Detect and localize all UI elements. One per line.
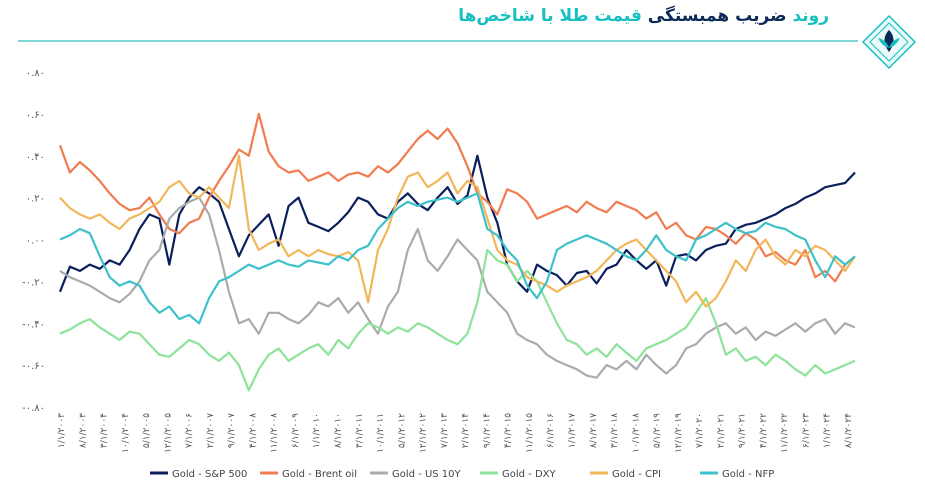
- x-tick-label: ۱/۱/۲۰۱۰: [312, 413, 322, 448]
- chart-header: روند ضریب همبستگی قیمت طلا با شاخص‌ها: [0, 0, 925, 70]
- y-tick-label: -۰.۸۰: [22, 403, 45, 414]
- y-tick-label: ۰.۰۰: [26, 236, 45, 247]
- title-part-2: ضریب همبستگی: [647, 6, 787, 26]
- x-tick-label: ۱۰/۱/۲۰۰۴: [121, 413, 131, 453]
- y-tick-label: -۰.۶۰: [22, 361, 45, 372]
- x-tick-label: ۸/۱/۲۰۲۴: [844, 413, 854, 448]
- y-tick-label: ۰.۸۰: [26, 68, 45, 79]
- x-tick-label: ۱۲/۱/۲۰۰۵: [163, 413, 173, 453]
- x-tick-label: ۷/۱/۲۰۲۰: [695, 413, 705, 448]
- series-line-3: [59, 248, 856, 392]
- series-line-0: [58, 154, 856, 293]
- x-tick-label: ۵/۱/۲۰۱۹: [653, 413, 663, 448]
- legend-label: Gold - CPI: [612, 469, 661, 480]
- x-tick-label: ۴/۱/۲۰۱۵: [504, 413, 514, 448]
- x-tick-label: ۲/۱/۲۰۱۴: [461, 413, 471, 448]
- x-tick-label: ۸/۱/۲۰۱۷: [589, 413, 599, 448]
- series-line-1: [58, 112, 856, 283]
- x-tick-label: ۷/۱/۲۰۱۳: [440, 413, 450, 448]
- x-tick-label: ۱۱/۱/۲۰۰۸: [270, 413, 280, 453]
- x-tick-label: ۷/۱/۲۰۰۶: [185, 413, 195, 448]
- x-tick-label: ۱۱/۱/۲۰۲۲: [780, 413, 790, 453]
- x-tick-label: ۸/۱/۲۰۰۳: [78, 413, 88, 448]
- x-tick-label: ۱۲/۱/۲۰۱۹: [674, 413, 684, 453]
- x-tick-label: ۵/۱/۲۰۰۵: [142, 413, 152, 448]
- x-tick-label: ۹/۱/۲۰۰۷: [227, 413, 237, 448]
- x-tick-label: ۹/۱/۲۰۱۴: [482, 413, 492, 448]
- y-tick-label: ۰.۴۰: [26, 152, 45, 163]
- legend-label: Gold - S&P 500: [172, 469, 247, 480]
- x-tick-label: ۳/۱/۲۰۱۸: [610, 413, 620, 448]
- series-line-2: [59, 196, 856, 379]
- x-tick-label: ۱/۱/۲۰۲۴: [823, 413, 833, 448]
- title-part-3: قیمت طلا با شاخص‌ها: [458, 6, 642, 26]
- y-tick-label: ۰.۲۰: [26, 194, 45, 205]
- y-tick-label: -۰.۲۰: [22, 277, 45, 288]
- series-line-5: [59, 192, 856, 325]
- brand-logo-icon: [861, 14, 917, 70]
- x-tick-label: ۹/۱/۲۰۲۱: [738, 413, 748, 448]
- x-tick-label: ۴/۱/۲۰۲۲: [759, 413, 769, 448]
- legend-label: Gold - US 10Y: [392, 469, 462, 480]
- x-tick-label: ۱۱/۱/۲۰۱۵: [525, 413, 535, 453]
- x-tick-label: ۱۰/۱/۲۰۱۱: [376, 413, 386, 453]
- x-tick-label: ۱/۱/۲۰۰۳: [57, 413, 67, 448]
- x-tick-label: ۶/۱/۲۰۱۶: [546, 413, 556, 448]
- y-tick-label: ۰.۶۰: [26, 110, 45, 121]
- legend-label: Gold - NFP: [722, 469, 774, 480]
- x-tick-label: ۶/۱/۲۰۰۹: [291, 413, 301, 448]
- x-tick-label: ۶/۱/۲۰۲۳: [801, 413, 811, 448]
- x-tick-label: ۳/۱/۲۰۰۴: [100, 413, 110, 448]
- y-tick-label: -۰.۴۰: [22, 319, 45, 330]
- x-tick-label: ۲/۱/۲۰۰۷: [206, 413, 216, 448]
- legend-label: Gold - DXY: [502, 469, 557, 480]
- x-tick-label: ۵/۱/۲۰۱۲: [397, 413, 407, 448]
- x-tick-label: ۱۰/۱/۲۰۱۸: [631, 413, 641, 453]
- x-tick-label: ۱۲/۱/۲۰۱۲: [419, 413, 429, 453]
- title-part-1: روند: [792, 6, 829, 26]
- x-tick-label: ۸/۱/۲۰۱۰: [334, 413, 344, 448]
- chart-title: روند ضریب همبستگی قیمت طلا با شاخص‌ها: [458, 6, 829, 26]
- x-tick-label: ۳/۱/۲۰۱۱: [355, 413, 365, 448]
- legend-label: Gold - Brent oil: [282, 469, 357, 480]
- x-tick-label: ۱/۱/۲۰۱۷: [567, 413, 577, 448]
- x-tick-label: ۲/۱/۲۰۲۱: [716, 413, 726, 448]
- header-rule: [18, 40, 858, 42]
- x-tick-label: ۴/۱/۲۰۰۸: [248, 413, 258, 448]
- series-line-4: [59, 154, 856, 308]
